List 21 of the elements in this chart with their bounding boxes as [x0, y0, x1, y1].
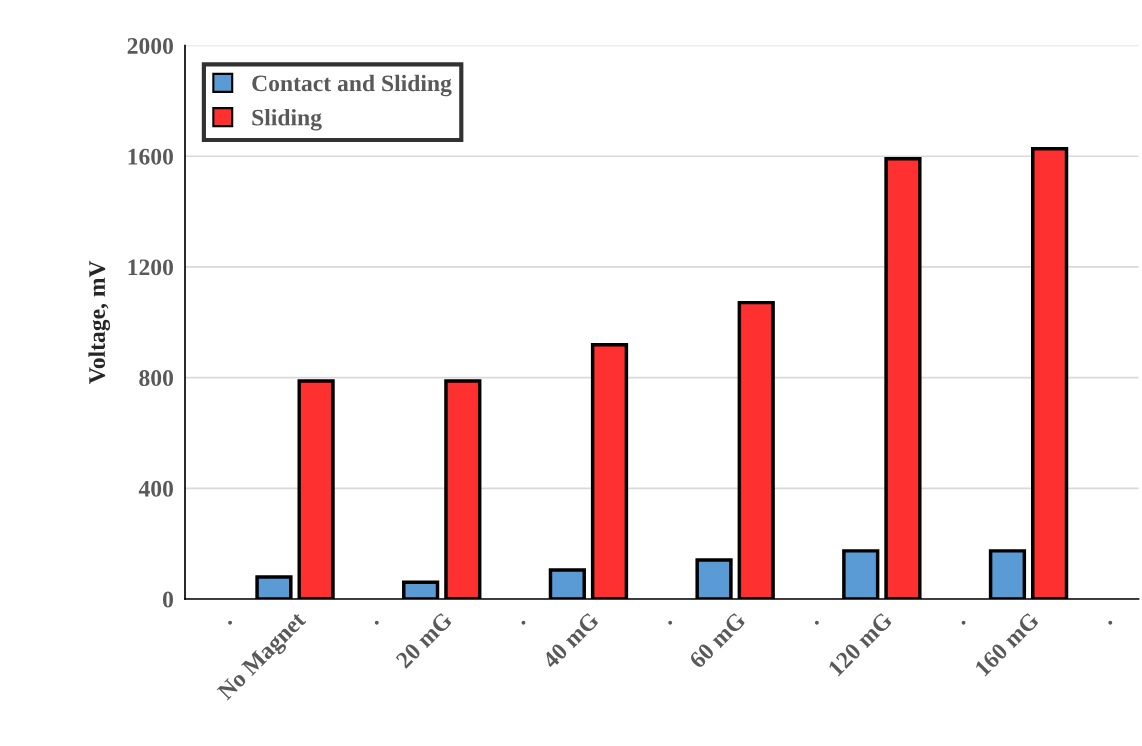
legend-label: Sliding	[252, 108, 322, 131]
x-tick-label: 40 mG	[541, 611, 600, 670]
y-tick-label: 2000	[127, 38, 173, 54]
x-tick-label: .	[667, 620, 673, 626]
x-tick-label: 60 mG	[688, 611, 747, 670]
x-tick-label: .	[520, 620, 527, 626]
y-tick-label: 1200	[128, 259, 173, 276]
x-tick-label: 20 mG	[395, 611, 454, 669]
x-tick-label: 160 mG	[974, 611, 1040, 677]
y-tick-label: 800	[139, 370, 173, 387]
x-tick-label: .	[814, 620, 820, 626]
x-tick-label: .	[1107, 620, 1113, 626]
y-tick-label: 400	[138, 480, 173, 497]
y-axis-title: Voltage, mV	[88, 260, 110, 384]
x-tick-label: .	[227, 620, 233, 626]
x-tick-label: .	[374, 620, 380, 626]
x-tick-label: .	[960, 620, 967, 626]
y-tick-label: 0	[162, 591, 173, 608]
legend-label: Contact and Sliding	[252, 74, 452, 97]
x-tick-label: 120 mG	[827, 611, 894, 677]
y-tick-label: 1600	[128, 148, 173, 165]
